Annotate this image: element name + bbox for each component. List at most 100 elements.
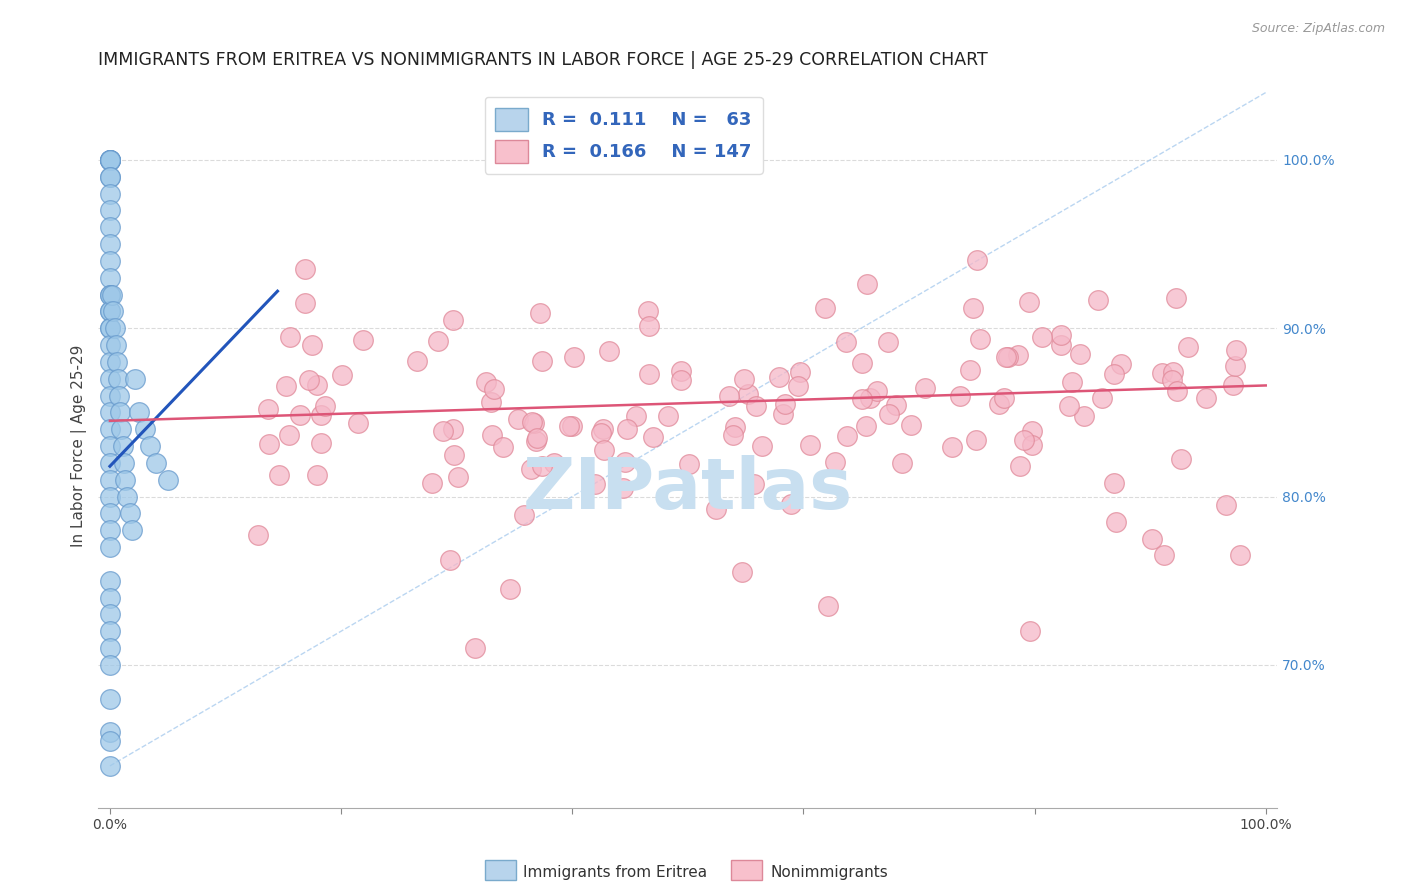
Point <box>733 372 755 386</box>
Point <box>98 338 121 352</box>
Point <box>718 389 741 403</box>
Point <box>856 277 879 292</box>
Point <box>669 364 692 378</box>
Point <box>145 456 167 470</box>
Point <box>114 473 136 487</box>
Point <box>523 416 546 430</box>
Point <box>789 365 811 379</box>
Point <box>1161 373 1184 387</box>
Point <box>520 461 543 475</box>
Point <box>1057 399 1080 413</box>
Point <box>98 490 121 504</box>
Point <box>768 369 790 384</box>
Point <box>98 439 121 453</box>
Point <box>859 391 882 405</box>
Point <box>98 372 121 386</box>
Point <box>731 566 754 580</box>
Point <box>995 350 1018 364</box>
Point <box>585 477 607 491</box>
Legend: R =  0.111    N =   63, R =  0.166    N = 147: R = 0.111 N = 63, R = 0.166 N = 147 <box>485 96 762 174</box>
Point <box>441 422 464 436</box>
Point <box>346 417 368 431</box>
Point <box>969 332 991 346</box>
Point <box>1060 375 1083 389</box>
Point <box>593 442 616 457</box>
Point <box>98 473 121 487</box>
Point <box>616 422 638 436</box>
Point <box>1018 295 1040 310</box>
Point <box>704 502 727 516</box>
Point <box>305 468 328 483</box>
Point <box>98 153 121 167</box>
Point <box>751 439 773 453</box>
Point <box>128 405 150 419</box>
Point <box>311 408 333 422</box>
Point <box>669 374 692 388</box>
Point <box>1223 359 1246 374</box>
Point <box>98 624 121 639</box>
Text: Nonimmigrants: Nonimmigrants <box>770 865 889 880</box>
Point <box>98 169 121 184</box>
Point <box>612 482 634 496</box>
Point <box>1050 338 1073 352</box>
Point <box>530 354 553 368</box>
Point <box>513 508 536 523</box>
Point <box>855 419 877 434</box>
Point <box>439 553 461 567</box>
Point <box>1215 498 1237 512</box>
Point <box>1007 348 1029 362</box>
Point <box>98 153 121 167</box>
Point <box>835 429 858 443</box>
Point <box>914 381 936 395</box>
Point <box>1195 391 1218 405</box>
Point <box>98 507 121 521</box>
Point <box>98 641 121 656</box>
Point <box>118 507 141 521</box>
Point <box>290 408 312 422</box>
Point <box>352 333 374 347</box>
Point <box>506 411 529 425</box>
Point <box>876 335 898 350</box>
Point <box>779 497 801 511</box>
Point <box>98 405 121 419</box>
Point <box>156 473 179 487</box>
Point <box>98 304 121 318</box>
Point <box>278 427 301 442</box>
Point <box>1166 384 1188 398</box>
Point <box>1140 532 1163 546</box>
Point <box>529 305 551 319</box>
Point <box>626 409 648 423</box>
Point <box>110 422 132 436</box>
Point <box>139 439 162 453</box>
Point <box>105 355 128 369</box>
Point <box>993 391 1015 405</box>
Point <box>98 456 121 470</box>
Point <box>98 540 121 554</box>
Point <box>479 395 502 409</box>
Point <box>443 449 465 463</box>
Point <box>98 691 121 706</box>
Point <box>98 321 121 335</box>
Point <box>274 379 297 393</box>
Point <box>441 313 464 327</box>
Point <box>638 318 661 333</box>
Point <box>866 384 889 398</box>
Point <box>814 301 837 315</box>
Point <box>1170 452 1192 467</box>
Point <box>104 338 127 352</box>
Point <box>103 321 125 335</box>
Point <box>1150 366 1173 380</box>
Text: ZIPatlas: ZIPatlas <box>523 455 853 524</box>
Point <box>1225 343 1247 357</box>
Point <box>278 329 301 343</box>
Point <box>592 422 614 436</box>
Point <box>103 304 125 318</box>
Point <box>558 418 581 433</box>
Point <box>98 287 121 301</box>
Point <box>101 287 124 301</box>
Text: Immigrants from Eritrea: Immigrants from Eritrea <box>523 865 707 880</box>
Point <box>997 350 1019 364</box>
Point <box>98 270 121 285</box>
Point <box>526 431 548 445</box>
Point <box>637 303 659 318</box>
